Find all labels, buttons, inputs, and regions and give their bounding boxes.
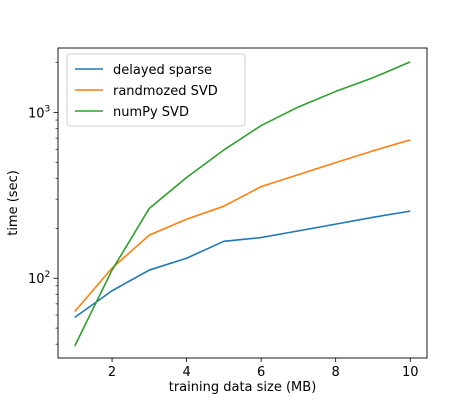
x-axis: 2 4 6 8 10 — [108, 358, 419, 380]
x-tick-label: 6 — [257, 365, 265, 380]
legend-box — [66, 53, 246, 127]
x-tick-label: 8 — [332, 365, 340, 380]
plot-area — [74, 61, 411, 347]
legend: delayed sparse randmozed SVD numPy SVD — [66, 53, 246, 127]
legend-label: numPy SVD — [113, 105, 189, 120]
legend-label: randmozed SVD — [113, 84, 218, 99]
x-tick-label: 2 — [108, 365, 116, 380]
y-tick-exponent: 2 — [45, 270, 51, 280]
legend-label: delayed sparse — [113, 63, 212, 78]
x-tick-label: 4 — [182, 365, 190, 380]
series-line-randmozed-svd — [74, 139, 411, 312]
y-tick-exponent: 3 — [45, 104, 51, 114]
y-tick-label: 102 — [28, 270, 50, 287]
y-axis-label: time (sec) — [6, 170, 21, 236]
series-line-numpy-svd — [74, 61, 411, 347]
x-axis-label: training data size (MB) — [169, 380, 317, 395]
y-tick-base: 10 — [28, 106, 45, 121]
x-tick-label: 10 — [402, 365, 419, 380]
y-tick-label: 103 — [28, 104, 50, 121]
axes-frame — [57, 47, 428, 359]
series-line-delayed-sparse — [74, 210, 411, 319]
y-tick-base: 10 — [28, 272, 45, 287]
